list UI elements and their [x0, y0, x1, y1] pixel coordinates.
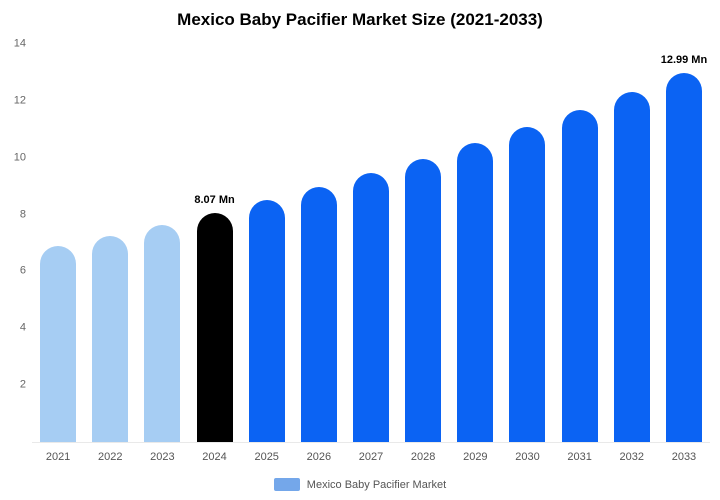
- bar-value-label: 12.99 Mn: [660, 53, 708, 66]
- bar-slot: 2029: [449, 44, 501, 463]
- x-tick-label: 2030: [515, 451, 540, 463]
- x-tick-label: 2024: [202, 451, 227, 463]
- chart-title: Mexico Baby Pacifier Market Size (2021-2…: [177, 10, 543, 29]
- bar-2029[interactable]: [457, 143, 494, 442]
- bar-2021[interactable]: [40, 246, 77, 442]
- x-tick-label: 2032: [619, 451, 645, 463]
- x-tick-label: 2021: [45, 451, 71, 463]
- bar-slot: 2022: [84, 44, 136, 463]
- legend-swatch-icon: [273, 478, 300, 491]
- legend-item[interactable]: Mexico Baby Pacifier Market: [0, 478, 720, 491]
- x-tick-label: 2025: [254, 451, 279, 463]
- bar-2031[interactable]: [561, 109, 598, 442]
- plot-area: 2 4 6 8 10 12 14 2021 2022 2023 2024 8.07 Mn 2025 20…: [14, 38, 710, 463]
- bar-2025[interactable]: [248, 200, 285, 442]
- bar-slot: 2033 12.99 Mn: [658, 44, 710, 463]
- bar-slot: 2031: [554, 44, 606, 463]
- bar-slot: 2030: [501, 44, 553, 463]
- bar-slot: 2027: [345, 44, 397, 463]
- bar-slot: 2025: [241, 44, 293, 463]
- bar-2033[interactable]: [665, 72, 702, 442]
- y-tick-label: 14: [13, 37, 26, 50]
- x-tick-label: 2022: [97, 451, 123, 463]
- bar-2026[interactable]: [300, 187, 337, 442]
- bar-slot: 2024 8.07 Mn: [188, 44, 240, 463]
- y-tick-label: 12: [13, 94, 26, 107]
- bar-slot: 2032: [606, 44, 658, 463]
- bar-slot: 2026: [293, 44, 345, 463]
- bar-2030[interactable]: [509, 127, 546, 442]
- bar-2024[interactable]: [196, 212, 233, 442]
- legend-label: Mexico Baby Pacifier Market: [306, 478, 447, 491]
- bar-slot: 2023: [136, 44, 188, 463]
- bar-2027[interactable]: [353, 173, 390, 442]
- bar-slot: 2028: [397, 44, 449, 463]
- y-tick-label: 10: [13, 151, 26, 164]
- bar-2023[interactable]: [144, 224, 181, 442]
- x-tick-label: 2023: [150, 451, 175, 463]
- bar-2022[interactable]: [92, 235, 129, 442]
- x-tick-label: 2029: [463, 451, 488, 463]
- x-tick-label: 2027: [358, 451, 384, 463]
- x-tick-label: 2033: [671, 451, 697, 463]
- bar-2028[interactable]: [405, 158, 442, 442]
- bars-container: 2021 2022 2023 2024 8.07 Mn 2025 2026 2027 2028 2…: [32, 44, 710, 463]
- y-tick-label: 2: [19, 378, 26, 391]
- bar-value-label: 8.07 Mn: [194, 193, 235, 206]
- x-tick-label: 2031: [567, 451, 592, 463]
- bar-2032[interactable]: [613, 91, 650, 442]
- x-tick-label: 2028: [410, 451, 436, 463]
- y-tick-label: 8: [19, 208, 26, 221]
- y-tick-label: 6: [19, 264, 26, 277]
- bar-slot: 2021: [32, 44, 84, 463]
- y-tick-label: 4: [19, 321, 26, 334]
- x-tick-label: 2026: [306, 451, 332, 463]
